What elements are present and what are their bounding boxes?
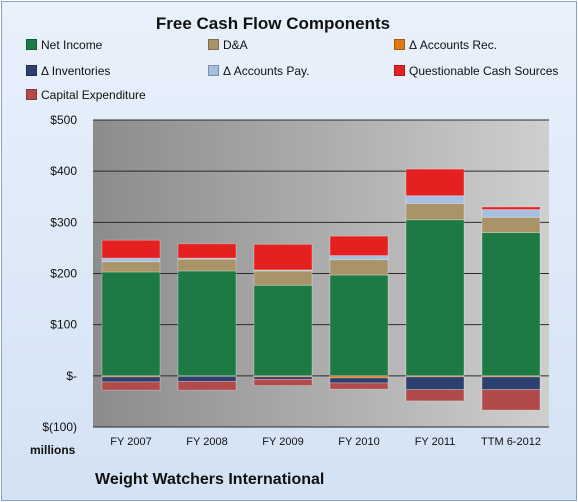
x-tick-label: FY 2009	[262, 436, 303, 448]
legend-swatch	[394, 65, 405, 76]
bar-segment	[481, 389, 541, 411]
legend-item-accounts-pay: Δ Accounts Pay.	[208, 64, 310, 78]
legend-item-capex: Capital Expenditure	[26, 88, 146, 102]
bar-segment	[177, 258, 237, 272]
bar-segment	[101, 271, 161, 377]
bar-segment	[253, 243, 313, 271]
legend-label: Δ Accounts Rec.	[409, 38, 498, 52]
y-tick-label: $400	[50, 164, 77, 178]
bar-segment	[405, 168, 465, 197]
x-tick-label: FY 2007	[110, 436, 151, 448]
bar-segment	[253, 379, 313, 386]
bar-segment	[101, 381, 161, 391]
y-tick-label: $200	[50, 267, 77, 281]
y-tick-label: $300	[50, 215, 77, 229]
legend-item-net-income: Net Income	[26, 38, 102, 52]
bar-segment	[101, 261, 161, 273]
units-label: millions	[30, 443, 76, 457]
legend-swatch	[208, 39, 219, 50]
bar-segment	[177, 375, 237, 382]
bar-segment	[253, 376, 313, 380]
legend-item-questionable-cash: Questionable Cash Sources	[394, 64, 558, 78]
bar-segment	[329, 274, 389, 377]
bar-segment	[405, 376, 465, 391]
bar-segment	[101, 376, 161, 383]
legend-swatch	[26, 89, 37, 100]
y-tick-label: $(100)	[42, 420, 77, 434]
y-tick-label: $-	[66, 369, 77, 383]
bar-segment	[101, 257, 161, 263]
bar-segment	[177, 270, 237, 377]
legend-swatch	[208, 65, 219, 76]
legend-label: D&A	[223, 38, 248, 52]
bar-segment	[481, 206, 541, 210]
legend-label: Capital Expenditure	[41, 88, 146, 102]
legend-item-accounts-rec: Δ Accounts Rec.	[394, 38, 497, 52]
bar-segment	[177, 243, 237, 259]
bar-segment	[177, 381, 237, 391]
y-tick-label: $500	[50, 113, 77, 127]
bar-segment	[481, 232, 541, 377]
legend-label: Questionable Cash Sources	[409, 64, 559, 78]
bar-segment	[405, 203, 465, 221]
legend-label: Δ Inventories	[41, 64, 111, 78]
company-name: Weight Watchers International	[95, 471, 325, 488]
bar-segment	[329, 255, 389, 261]
legend-swatch	[394, 39, 405, 50]
x-tick-label: FY 2008	[186, 436, 227, 448]
bar-segment	[481, 376, 541, 391]
bar-segment	[329, 235, 389, 256]
legend-item-inventories: Δ Inventories	[26, 64, 110, 78]
chart-title: Free Cash Flow Components	[155, 14, 391, 33]
bar-segment	[405, 195, 465, 204]
legend-label: Δ Accounts Pay.	[223, 64, 310, 78]
y-tick-label: $100	[50, 318, 77, 332]
x-tick-label: FY 2011	[415, 436, 456, 448]
bar-segment	[405, 389, 465, 402]
legend-swatch	[26, 65, 37, 76]
bar-segment	[253, 284, 313, 377]
bar-segment	[329, 382, 389, 390]
bar-segment	[253, 270, 313, 286]
bar-segment	[329, 259, 389, 276]
x-tick-label: FY 2010	[338, 436, 379, 448]
legend-item-da: D&A	[208, 38, 248, 52]
legend-label: Net Income	[41, 38, 103, 52]
legend-swatch	[26, 39, 37, 50]
bar-segment	[481, 216, 541, 233]
bar-segment	[405, 219, 465, 377]
x-tick-label: TTM 6-2012	[481, 436, 541, 448]
bar-segment	[101, 239, 161, 259]
bar-segment	[329, 377, 389, 384]
bar-segment	[481, 209, 541, 218]
